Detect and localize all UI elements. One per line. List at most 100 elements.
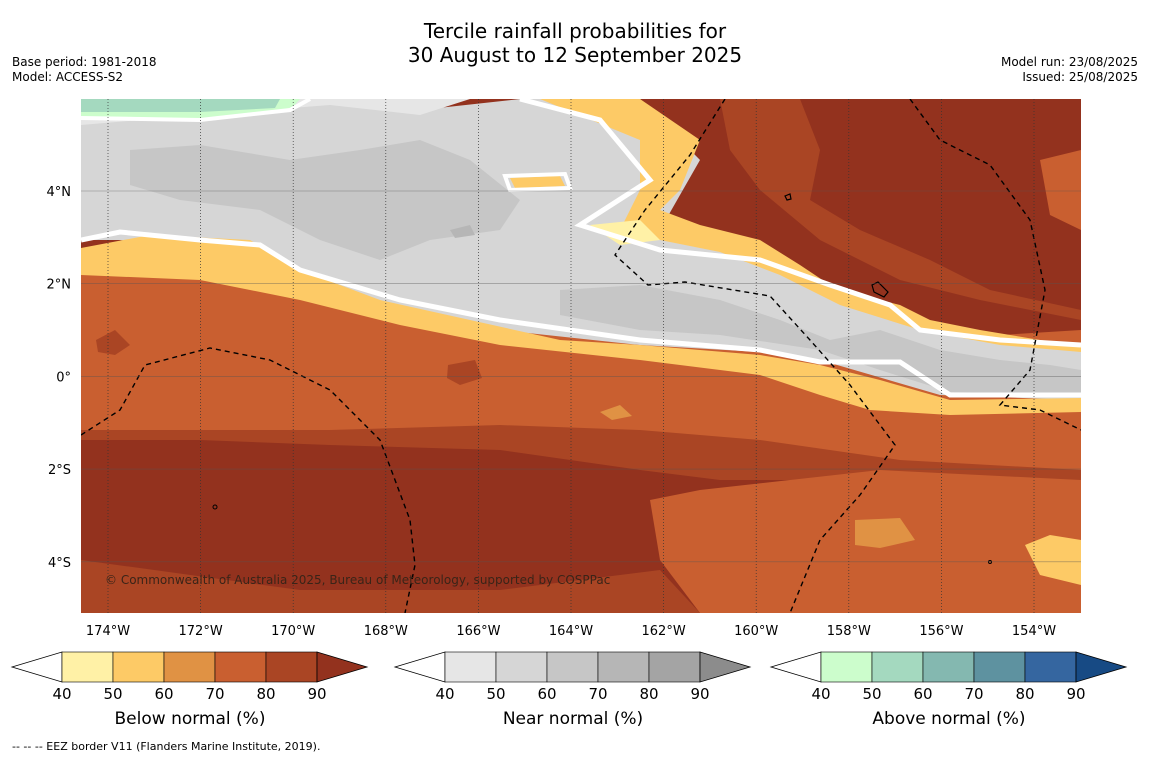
colorbar-segment: [922, 651, 975, 683]
colorbar-label-near: Near normal (%): [502, 709, 644, 729]
island: [784, 193, 792, 201]
region-below-40-strip: [590, 220, 660, 245]
colorbar-segment: [61, 651, 114, 683]
issued-date: Issued: 25/08/2025: [1022, 70, 1138, 84]
boundary-above-near: [81, 99, 311, 123]
lon-tick-label: 162°W: [642, 624, 686, 639]
region-below-50-patch: [510, 176, 565, 188]
eez-border-east: [909, 99, 1081, 431]
lon-tick-label: 158°W: [827, 624, 871, 639]
colorbar-segment: [820, 651, 873, 683]
colorbar-segment: [112, 651, 165, 683]
colorbar-over-triangle: [316, 651, 369, 683]
region-below-80-blob: [96, 330, 130, 355]
colorbar-tick: 60: [154, 685, 173, 703]
colorbars: 40 50 60 70 80 90 40 50 60 70 80 90 40 50 60 70 80 90: [10, 651, 1128, 703]
colorbar-tick: 40: [811, 685, 830, 703]
colorbar-under-triangle: [10, 651, 63, 683]
lon-tick-label: 156°W: [919, 624, 963, 639]
colorbar-segment: [265, 651, 318, 683]
colorbar-label-above: Above normal (%): [872, 709, 1026, 729]
region-near-60-east: [560, 285, 1081, 395]
latitude-gridlines: [81, 190, 1081, 563]
colorbar-segment: [871, 651, 924, 683]
region-near-70: [450, 225, 475, 238]
lon-tick-label: 172°W: [179, 624, 223, 639]
colorbar-under-triangle: [393, 651, 446, 683]
lat-tick-label: 2°S: [48, 463, 71, 478]
island: [871, 281, 889, 298]
region-below-60-blob: [600, 405, 632, 420]
colorbar-tick: 50: [103, 685, 122, 703]
base-period: Base period: 1981-2018: [12, 55, 157, 69]
colorbar-over-triangle: [699, 651, 752, 683]
colorbar-tick: 80: [639, 685, 658, 703]
eez-border-central: [614, 99, 896, 613]
region-below-70: [81, 265, 1081, 470]
region-below-90-ne: [800, 99, 1081, 310]
region-near-60: [130, 140, 520, 260]
lon-tick-label: 170°W: [271, 624, 315, 639]
island: [212, 504, 218, 510]
colorbar-tick: 80: [256, 685, 275, 703]
colorbar-tick: 50: [862, 685, 881, 703]
colorbar-tick: 90: [1066, 685, 1085, 703]
colorbar-tick: 90: [690, 685, 709, 703]
colorbar-tick: 90: [307, 685, 326, 703]
colorbar-segment: [444, 651, 497, 683]
colorbar-segment: [214, 651, 267, 683]
boundary-patch: [502, 171, 573, 193]
region-above-50: [81, 99, 280, 112]
model-run: Model run: 23/08/2025: [1000, 55, 1138, 69]
colorbar-above: 40 50 60 70 80 90: [769, 651, 1128, 703]
boundary-near-below-west: [81, 229, 1081, 398]
lon-tick-label: 154°W: [1012, 624, 1056, 639]
region-below-80-south: [81, 560, 700, 613]
longitude-tick-labels: 174°W 172°W 170°W 168°W 166°W 164°W 162°W 160°W…: [86, 624, 1056, 639]
meta-left: Base period: 1981-2018 Model: ACCESS-S2: [12, 55, 157, 85]
model-name: Model: ACCESS-S2: [12, 70, 124, 84]
lat-tick-label: 0°: [56, 370, 71, 385]
colorbar-segment: [495, 651, 548, 683]
colorbar-segment: [973, 651, 1026, 683]
colorbar-over-triangle: [1075, 651, 1128, 683]
colorbar-tick: 70: [964, 685, 983, 703]
lon-tick-label: 164°W: [549, 624, 593, 639]
colorbar-tick: 60: [537, 685, 556, 703]
map-field: © Commonwealth of Australia 2025, Bureau…: [81, 99, 1081, 613]
lat-tick-label: 4°S: [48, 556, 71, 571]
colorbar-below: 40 50 60 70 80 90: [10, 651, 369, 703]
colorbar-segment: [546, 651, 599, 683]
lat-tick-label: 2°N: [47, 278, 72, 293]
region-below-80-blob-2: [447, 360, 482, 385]
colorbar-near: 40 50 60 70 80 90: [393, 651, 752, 703]
copyright-text: © Commonwealth of Australia 2025, Bureau…: [105, 573, 610, 587]
region-below-60-south: [855, 518, 915, 548]
region-below-50-north: [540, 99, 1081, 352]
eez-border-west: [81, 347, 416, 613]
colorbar-under-triangle: [769, 651, 822, 683]
region-below-70-ne: [1040, 150, 1081, 230]
title-line-2: 30 August to 12 September 2025: [407, 43, 743, 67]
colorbar-segment: [163, 651, 216, 683]
latitude-tick-labels: 4°N 2°N 0° 2°S 4°S: [47, 185, 72, 571]
colorbar-tick: 40: [52, 685, 71, 703]
meta-right: Model run: 23/08/2025 Issued: 25/08/2025: [1001, 55, 1138, 85]
colorbar-tick: 70: [205, 685, 224, 703]
colorbar-label-below: Below normal (%): [114, 709, 266, 729]
lon-tick-label: 160°W: [734, 624, 778, 639]
lon-tick-label: 174°W: [86, 624, 130, 639]
lon-tick-label: 168°W: [364, 624, 408, 639]
title-line-1: Tercile rainfall probabilities for: [423, 19, 727, 43]
colorbar-tick: 70: [588, 685, 607, 703]
eez-footnote: -- -- -- EEZ border V11 (Flanders Marine…: [12, 740, 321, 753]
map-title: Tercile rainfall probabilities for 30 Au…: [0, 19, 1150, 67]
colorbar-segment: [648, 651, 701, 683]
colorbar-segment: [1024, 651, 1077, 683]
colorbar-tick: 60: [913, 685, 932, 703]
region-below-50-west: [81, 235, 1081, 415]
colorbar-tick: 40: [435, 685, 454, 703]
region-below-50-south: [1025, 535, 1081, 585]
colorbar-tick: 80: [1015, 685, 1034, 703]
